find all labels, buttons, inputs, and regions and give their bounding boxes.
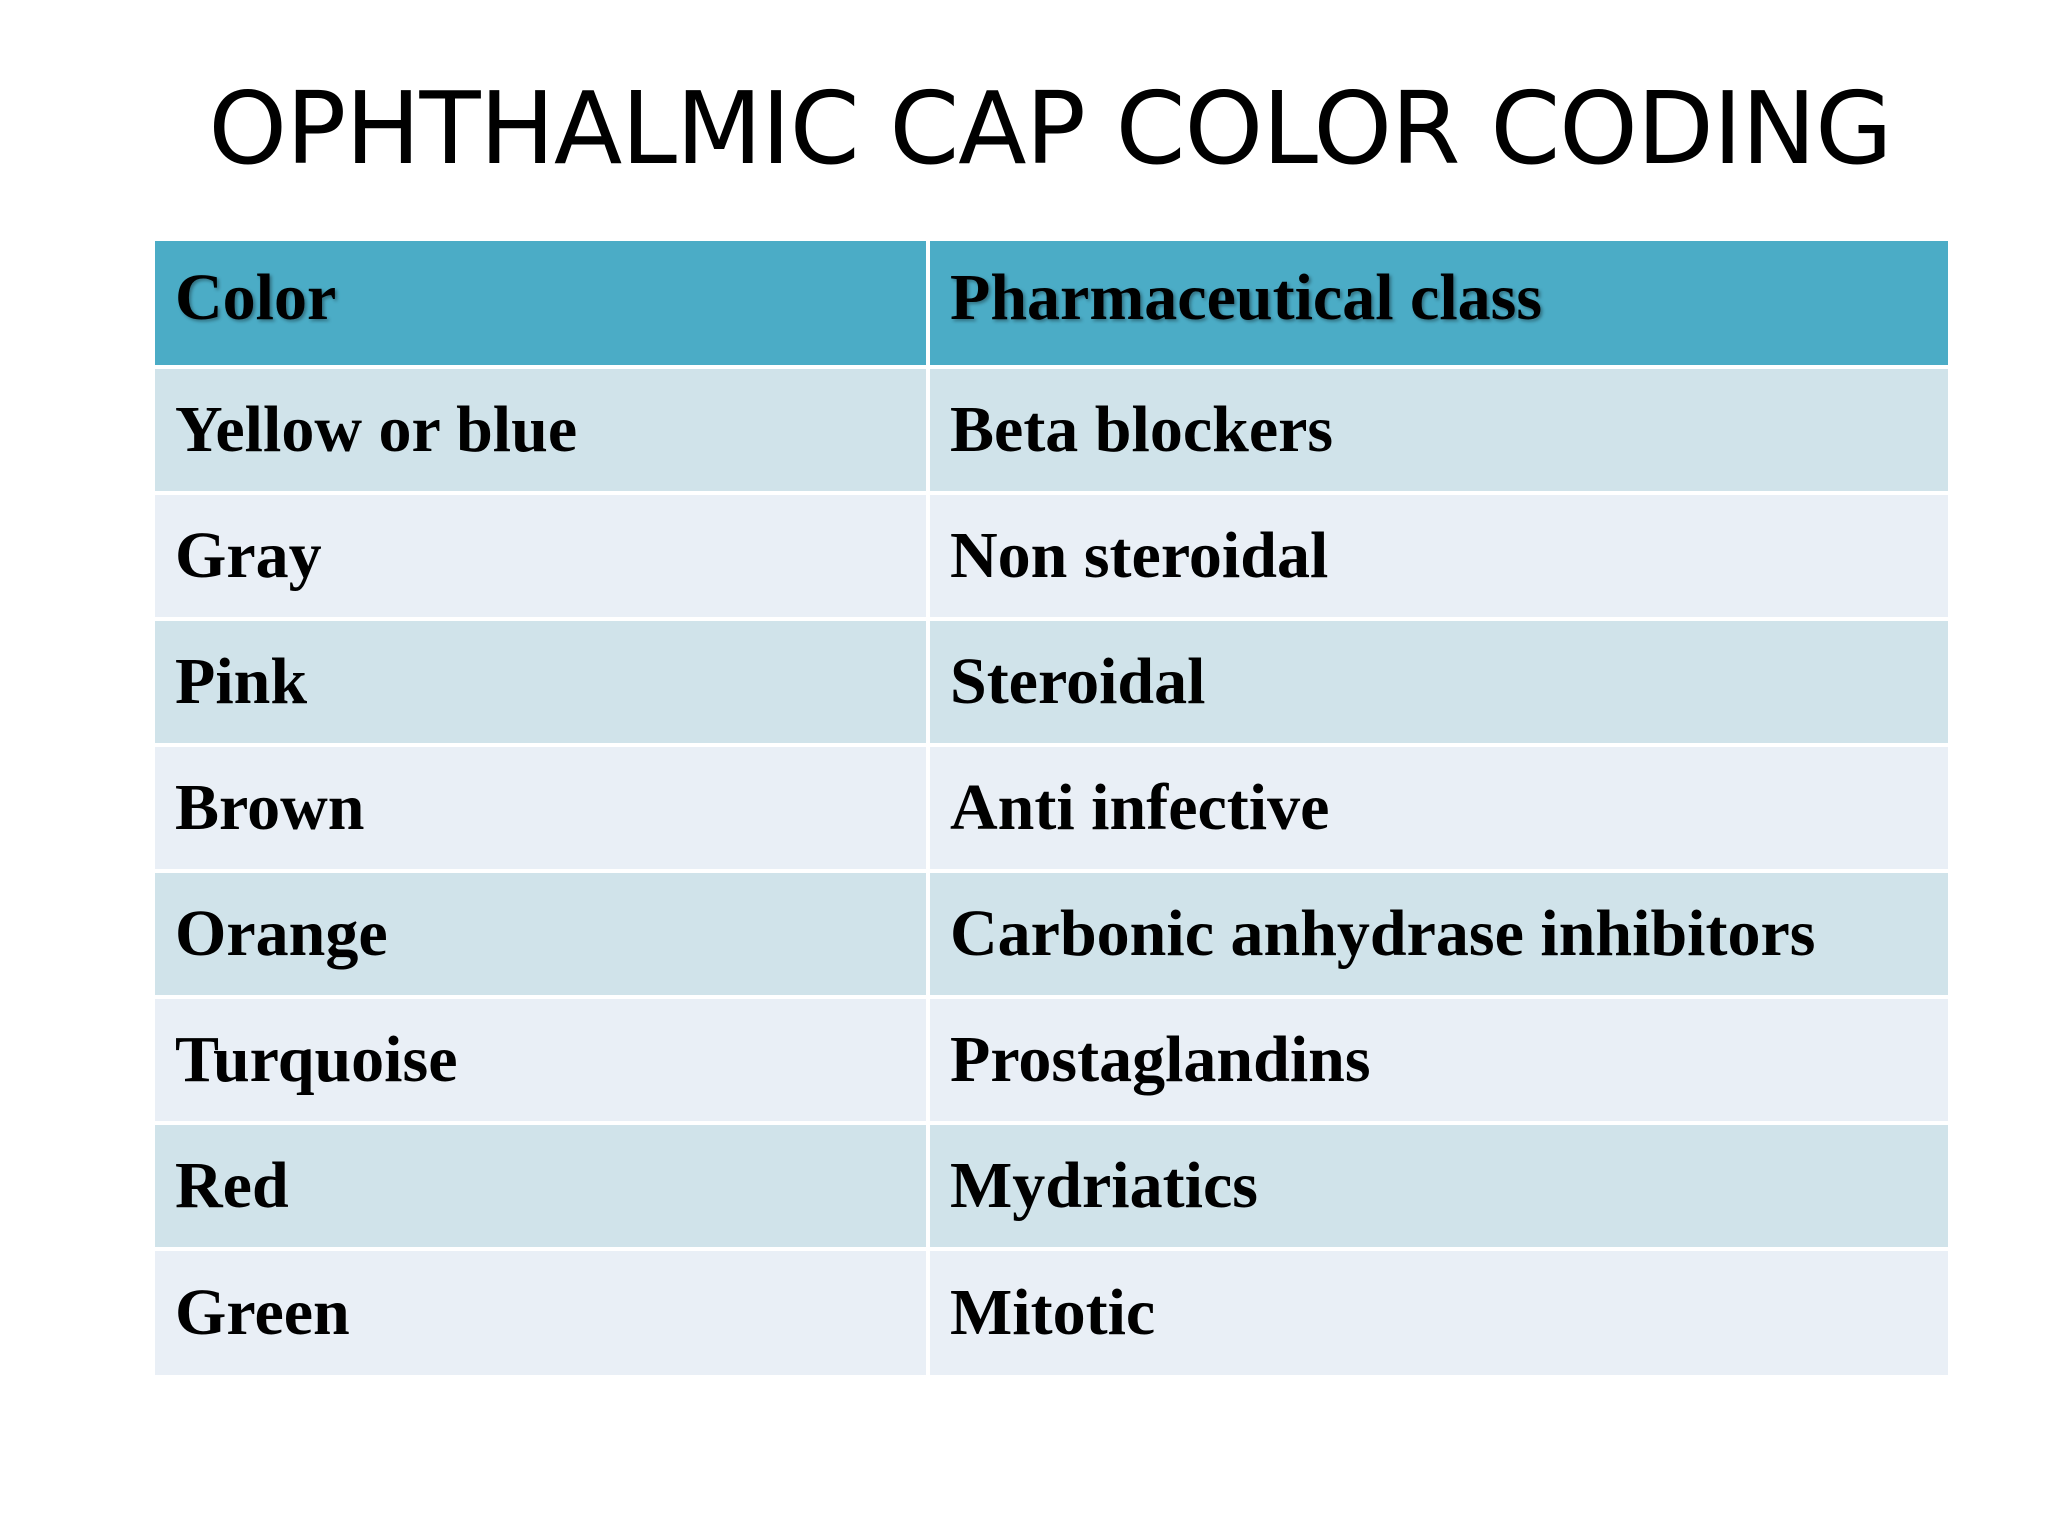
- table-header-row: Color Pharmaceutical class: [155, 241, 1948, 369]
- table-row: Red Mydriatics: [155, 1121, 1948, 1251]
- cell-class: Carbonic anhydrase inhibitors: [926, 869, 1948, 999]
- cell-class: Mitotic: [926, 1247, 1948, 1375]
- cell-color: Yellow or blue: [155, 365, 930, 495]
- cell-color: Pink: [155, 617, 930, 747]
- cell-class: Beta blockers: [926, 365, 1948, 495]
- slide-title: OPHTHALMIC CAP COLOR CODING: [208, 70, 1892, 187]
- cell-color: Red: [155, 1121, 930, 1251]
- cell-class: Mydriatics: [926, 1121, 1948, 1251]
- cell-class: Anti infective: [926, 743, 1948, 873]
- table-row: Gray Non steroidal: [155, 491, 1948, 621]
- table-row: Pink Steroidal: [155, 617, 1948, 747]
- cell-color: Brown: [155, 743, 930, 873]
- table-row: Orange Carbonic anhydrase inhibitors: [155, 869, 1948, 999]
- cell-class: Non steroidal: [926, 491, 1948, 621]
- cell-class: Prostaglandins: [926, 995, 1948, 1125]
- header-color: Color: [155, 241, 930, 369]
- cell-class: Steroidal: [926, 617, 1948, 747]
- table-row: Brown Anti infective: [155, 743, 1948, 873]
- header-pharmaceutical-class: Pharmaceutical class: [926, 241, 1948, 369]
- table-row: Green Mitotic: [155, 1247, 1948, 1375]
- cap-color-table: Color Pharmaceutical class Yellow or blu…: [155, 241, 1948, 1375]
- cell-color: Gray: [155, 491, 930, 621]
- cell-color: Turquoise: [155, 995, 930, 1125]
- cell-color: Green: [155, 1247, 930, 1375]
- table-row: Turquoise Prostaglandins: [155, 995, 1948, 1125]
- table-row: Yellow or blue Beta blockers: [155, 365, 1948, 495]
- cell-color: Orange: [155, 869, 930, 999]
